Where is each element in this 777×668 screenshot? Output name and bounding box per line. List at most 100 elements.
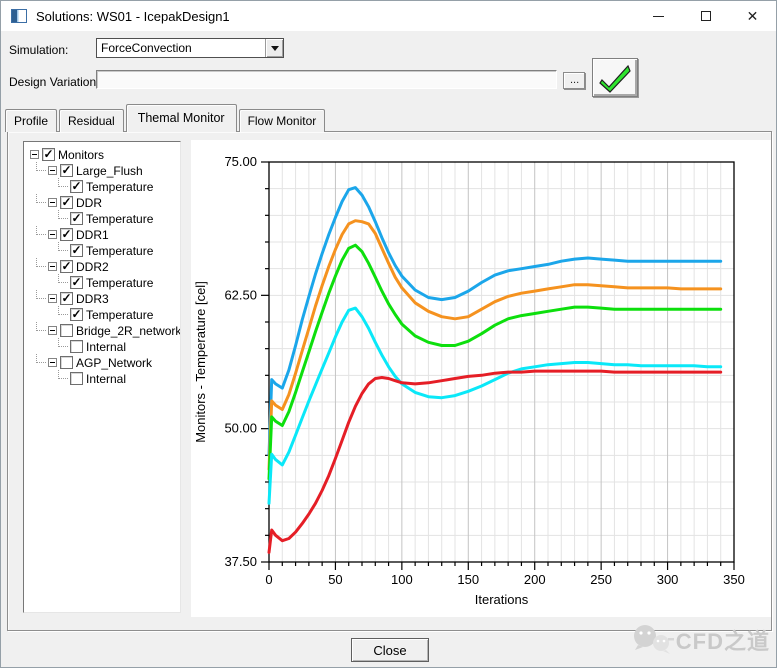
minimize-icon xyxy=(653,16,664,17)
checkbox[interactable]: ✓ xyxy=(70,276,83,289)
tree-item-label: AGP_Network xyxy=(76,355,152,370)
collapse-icon[interactable] xyxy=(48,198,57,207)
tree-item-label: Temperature xyxy=(86,307,153,322)
checkbox[interactable]: ✓ xyxy=(60,292,73,305)
checkbox[interactable] xyxy=(70,372,83,385)
tree-item-monitors[interactable]: ✓Monitors xyxy=(28,146,180,162)
tree-item-label: DDR1 xyxy=(76,227,109,242)
checkbox[interactable]: ✓ xyxy=(60,260,73,273)
tree-item-ddr2[interactable]: ✓DDR2 xyxy=(28,258,180,274)
tree-item-label: Temperature xyxy=(86,243,153,258)
tree-connector xyxy=(36,162,46,171)
tree-item-temperature[interactable]: ✓Temperature xyxy=(28,242,180,258)
collapse-icon[interactable] xyxy=(48,294,57,303)
x-tick-label: 250 xyxy=(590,572,612,587)
tree-item-temperature[interactable]: ✓Temperature xyxy=(28,274,180,290)
simulation-combobox[interactable]: ForceConvection xyxy=(96,38,284,58)
tree-item-label: DDR xyxy=(76,195,102,210)
tree-item-label: Temperature xyxy=(86,211,153,226)
tree-connector xyxy=(36,258,46,267)
tree-connector xyxy=(58,370,68,379)
x-tick-label: 0 xyxy=(265,572,272,587)
minimize-button[interactable] xyxy=(635,1,682,31)
tree-item-internal[interactable]: Internal xyxy=(28,370,180,386)
watermark-text: CFD之道 xyxy=(676,624,770,656)
apply-button[interactable] xyxy=(592,58,638,97)
collapse-icon[interactable] xyxy=(48,358,57,367)
tree-connector xyxy=(58,210,68,219)
checkbox[interactable]: ✓ xyxy=(70,212,83,225)
wechat-logo-icon xyxy=(630,623,674,657)
browse-button[interactable]: ... xyxy=(563,72,585,89)
tree-item-temperature[interactable]: ✓Temperature xyxy=(28,306,180,322)
x-tick-label: 200 xyxy=(524,572,546,587)
tree-item-label: Internal xyxy=(86,339,126,354)
checkbox[interactable]: ✓ xyxy=(70,244,83,257)
y-tick-label: 75.00 xyxy=(224,154,257,169)
tree-item-label: Large_Flush xyxy=(76,163,143,178)
tree-item-temperature[interactable]: ✓Temperature xyxy=(28,178,180,194)
tree-item-ddr[interactable]: ✓DDR xyxy=(28,194,180,210)
y-tick-label: 50.00 xyxy=(224,421,257,436)
monitors-tree: ✓Monitors✓Large_Flush✓Temperature✓DDR✓Te… xyxy=(23,141,181,613)
tree-item-ddr1[interactable]: ✓DDR1 xyxy=(28,226,180,242)
tree-item-label: Internal xyxy=(86,371,126,386)
tab-thermal-monitor[interactable]: Themal Monitor xyxy=(126,104,237,132)
collapse-icon[interactable] xyxy=(48,230,57,239)
collapse-icon[interactable] xyxy=(48,166,57,175)
tree-connector xyxy=(58,306,68,315)
simulation-value: ForceConvection xyxy=(97,39,265,57)
tree-item-label: Monitors xyxy=(58,147,104,162)
checkbox[interactable]: ✓ xyxy=(60,228,73,241)
maximize-icon xyxy=(701,11,711,21)
checkbox[interactable]: ✓ xyxy=(70,180,83,193)
tree-item-bridge-2r-network[interactable]: Bridge_2R_network xyxy=(28,322,180,338)
tree-connector xyxy=(58,338,68,347)
monitor-chart-panel: 05010015020025030035075.0062.5050.0037.5… xyxy=(191,140,771,617)
tab-residual[interactable]: Residual xyxy=(59,109,124,132)
checkbox[interactable]: ✓ xyxy=(70,308,83,321)
close-window-button[interactable]: ✕ xyxy=(729,1,776,31)
checkbox[interactable] xyxy=(60,324,73,337)
tree-item-label: DDR3 xyxy=(76,291,109,306)
window-controls: ✕ xyxy=(635,1,776,31)
simulation-label: Simulation: xyxy=(9,43,68,57)
design-variation-field[interactable] xyxy=(96,70,557,89)
x-tick-label: 350 xyxy=(723,572,745,587)
tree-item-label: Temperature xyxy=(86,179,153,194)
tree-item-label: Bridge_2R_network xyxy=(76,323,181,338)
x-tick-label: 300 xyxy=(657,572,679,587)
checkbox[interactable] xyxy=(70,340,83,353)
window-title: Solutions: WS01 - IcepakDesign1 xyxy=(36,9,230,24)
chevron-down-icon xyxy=(271,46,279,51)
tree-item-temperature[interactable]: ✓Temperature xyxy=(28,210,180,226)
collapse-icon[interactable] xyxy=(30,150,39,159)
maximize-button[interactable] xyxy=(682,1,729,31)
tab-profile[interactable]: Profile xyxy=(5,109,57,132)
tree-item-agp-network[interactable]: AGP_Network xyxy=(28,354,180,370)
tab-flow-monitor[interactable]: Flow Monitor xyxy=(239,109,326,132)
checkbox[interactable] xyxy=(60,356,73,369)
app-icon xyxy=(11,9,27,23)
collapse-icon[interactable] xyxy=(48,262,57,271)
close-button[interactable]: Close xyxy=(351,638,429,662)
tree-item-ddr3[interactable]: ✓DDR3 xyxy=(28,290,180,306)
tree-item-internal[interactable]: Internal xyxy=(28,338,180,354)
watermark: CFD之道 xyxy=(630,623,770,657)
tree-item-label: DDR2 xyxy=(76,259,109,274)
collapse-icon[interactable] xyxy=(48,326,57,335)
x-axis-title: Iterations xyxy=(475,592,529,607)
monitor-plot: 05010015020025030035075.0062.5050.0037.5… xyxy=(191,140,771,617)
checkbox[interactable]: ✓ xyxy=(60,196,73,209)
simulation-dropdown-button[interactable] xyxy=(265,39,283,57)
x-tick-label: 150 xyxy=(457,572,479,587)
green-checkmark-icon xyxy=(599,63,631,93)
design-variation-label: Design Variation: xyxy=(9,75,100,89)
y-tick-label: 62.50 xyxy=(224,287,257,302)
tree-item-large-flush[interactable]: ✓Large_Flush xyxy=(28,162,180,178)
checkbox[interactable]: ✓ xyxy=(60,164,73,177)
tree-item-label: Temperature xyxy=(86,275,153,290)
tab-bar: Profile Residual Themal Monitor Flow Mon… xyxy=(5,104,327,132)
y-axis-title: Monitors - Temperature [cel] xyxy=(193,281,208,443)
checkbox[interactable]: ✓ xyxy=(42,148,55,161)
